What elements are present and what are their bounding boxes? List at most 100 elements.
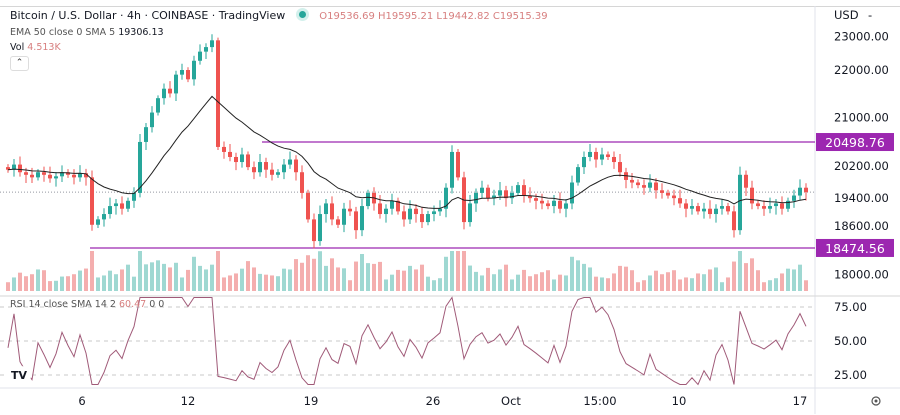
candle-body[interactable] <box>576 167 580 183</box>
candle-body[interactable] <box>216 40 220 147</box>
candle-body[interactable] <box>240 154 244 163</box>
candle-body[interactable] <box>744 174 748 188</box>
candle-body[interactable] <box>198 51 202 61</box>
candle-body[interactable] <box>156 98 160 113</box>
candle-body[interactable] <box>210 40 214 48</box>
candle-body[interactable] <box>306 192 310 220</box>
candle-body[interactable] <box>498 190 502 196</box>
candle-body[interactable] <box>42 172 46 175</box>
candle-body[interactable] <box>756 203 760 207</box>
candle-body[interactable] <box>702 208 706 212</box>
candle-body[interactable] <box>540 200 544 204</box>
time-tick-label[interactable]: Oct <box>501 394 521 408</box>
candle-body[interactable] <box>492 195 496 199</box>
candle-body[interactable] <box>762 206 766 209</box>
candle-body[interactable] <box>228 151 232 157</box>
time-tick-label[interactable]: 15:00 <box>583 394 616 408</box>
candle-body[interactable] <box>426 214 430 223</box>
price-tick-label[interactable]: 20200.00 <box>834 159 889 173</box>
symbol-legend[interactable]: Bitcoin / U.S. Dollar · 4h · COINBASE · … <box>10 9 548 22</box>
candle-body[interactable] <box>468 203 472 223</box>
candle-body[interactable] <box>264 162 268 170</box>
price-tick-label[interactable]: 21000.00 <box>834 110 889 124</box>
candle-body[interactable] <box>114 203 118 207</box>
candle-body[interactable] <box>660 190 664 193</box>
candle-body[interactable] <box>588 151 592 157</box>
rsi-legend[interactable]: RSI 14 close SMA 14 2 60.47 0 0 <box>10 299 164 310</box>
candle-body[interactable] <box>534 198 538 201</box>
candle-body[interactable] <box>630 179 634 183</box>
price-tick-label[interactable]: 23000.00 <box>834 30 889 44</box>
candle-body[interactable] <box>180 70 184 75</box>
candle-body[interactable] <box>504 190 508 199</box>
rsi-tick-label[interactable]: 25.00 <box>834 368 867 382</box>
candle-body[interactable] <box>384 208 388 215</box>
candle-body[interactable] <box>528 195 532 199</box>
candle-body[interactable] <box>294 159 298 173</box>
candle-body[interactable] <box>60 172 64 177</box>
candle-body[interactable] <box>6 167 10 170</box>
candle-body[interactable] <box>342 208 346 225</box>
candle-body[interactable] <box>366 192 370 207</box>
candle-body[interactable] <box>768 206 772 209</box>
candle-body[interactable] <box>84 173 88 178</box>
candle-body[interactable] <box>204 47 208 52</box>
candle-body[interactable] <box>192 60 196 80</box>
candle-body[interactable] <box>54 176 58 179</box>
candle-body[interactable] <box>288 159 292 165</box>
candle-body[interactable] <box>126 200 130 209</box>
candle-body[interactable] <box>450 151 454 188</box>
candle-body[interactable] <box>792 195 796 201</box>
time-tick-label[interactable]: 12 <box>181 394 196 408</box>
rsi-tick-label[interactable]: 75.00 <box>834 300 867 314</box>
candle-body[interactable] <box>558 200 562 209</box>
candle-body[interactable] <box>456 151 460 178</box>
price-tick-label[interactable]: 18600.00 <box>834 219 889 233</box>
candle-body[interactable] <box>36 172 40 178</box>
candle-body[interactable] <box>510 192 514 199</box>
candle-body[interactable] <box>234 156 238 163</box>
candle-body[interactable] <box>672 195 676 199</box>
candle-body[interactable] <box>24 172 28 175</box>
candle-body[interactable] <box>714 208 718 215</box>
candle-body[interactable] <box>720 206 724 209</box>
candle-body[interactable] <box>402 211 406 220</box>
candle-body[interactable] <box>774 203 778 207</box>
candle-body[interactable] <box>438 208 442 212</box>
currency-label[interactable]: USD <box>834 8 859 22</box>
candle-body[interactable] <box>516 185 520 193</box>
candle-body[interactable] <box>582 156 586 168</box>
candle-body[interactable] <box>486 187 490 199</box>
candle-body[interactable] <box>72 174 76 178</box>
candle-body[interactable] <box>162 88 166 99</box>
time-tick-label[interactable]: 17 <box>793 394 808 408</box>
candle-body[interactable] <box>696 206 700 212</box>
candle-body[interactable] <box>120 203 124 209</box>
collapse-legend-button[interactable]: ⌃ <box>10 56 29 71</box>
candle-body[interactable] <box>636 182 640 186</box>
candle-body[interactable] <box>708 208 712 215</box>
candle-body[interactable] <box>96 219 100 225</box>
symbol-title[interactable]: Bitcoin / U.S. Dollar · 4h · COINBASE · … <box>10 9 286 22</box>
candle-body[interactable] <box>600 154 604 160</box>
candle-body[interactable] <box>222 146 226 152</box>
candle-body[interactable] <box>48 174 52 179</box>
candle-body[interactable] <box>726 206 730 212</box>
candle-body[interactable] <box>78 173 82 178</box>
candle-body[interactable] <box>300 172 304 193</box>
candle-body[interactable] <box>318 214 322 242</box>
candle-body[interactable] <box>738 174 742 231</box>
candle-body[interactable] <box>408 208 412 220</box>
candle-body[interactable] <box>138 141 142 193</box>
settings-gear-icon[interactable] <box>871 396 881 406</box>
candle-body[interactable] <box>330 203 334 220</box>
tradingview-logo[interactable]: TV <box>7 366 31 386</box>
candle-body[interactable] <box>276 172 280 175</box>
candle-body[interactable] <box>804 187 808 193</box>
candle-body[interactable] <box>132 192 136 201</box>
candle-body[interactable] <box>312 219 316 242</box>
candle-body[interactable] <box>474 192 478 204</box>
candle-body[interactable] <box>18 164 22 173</box>
candle-body[interactable] <box>354 211 358 231</box>
candle-body[interactable] <box>654 182 658 191</box>
